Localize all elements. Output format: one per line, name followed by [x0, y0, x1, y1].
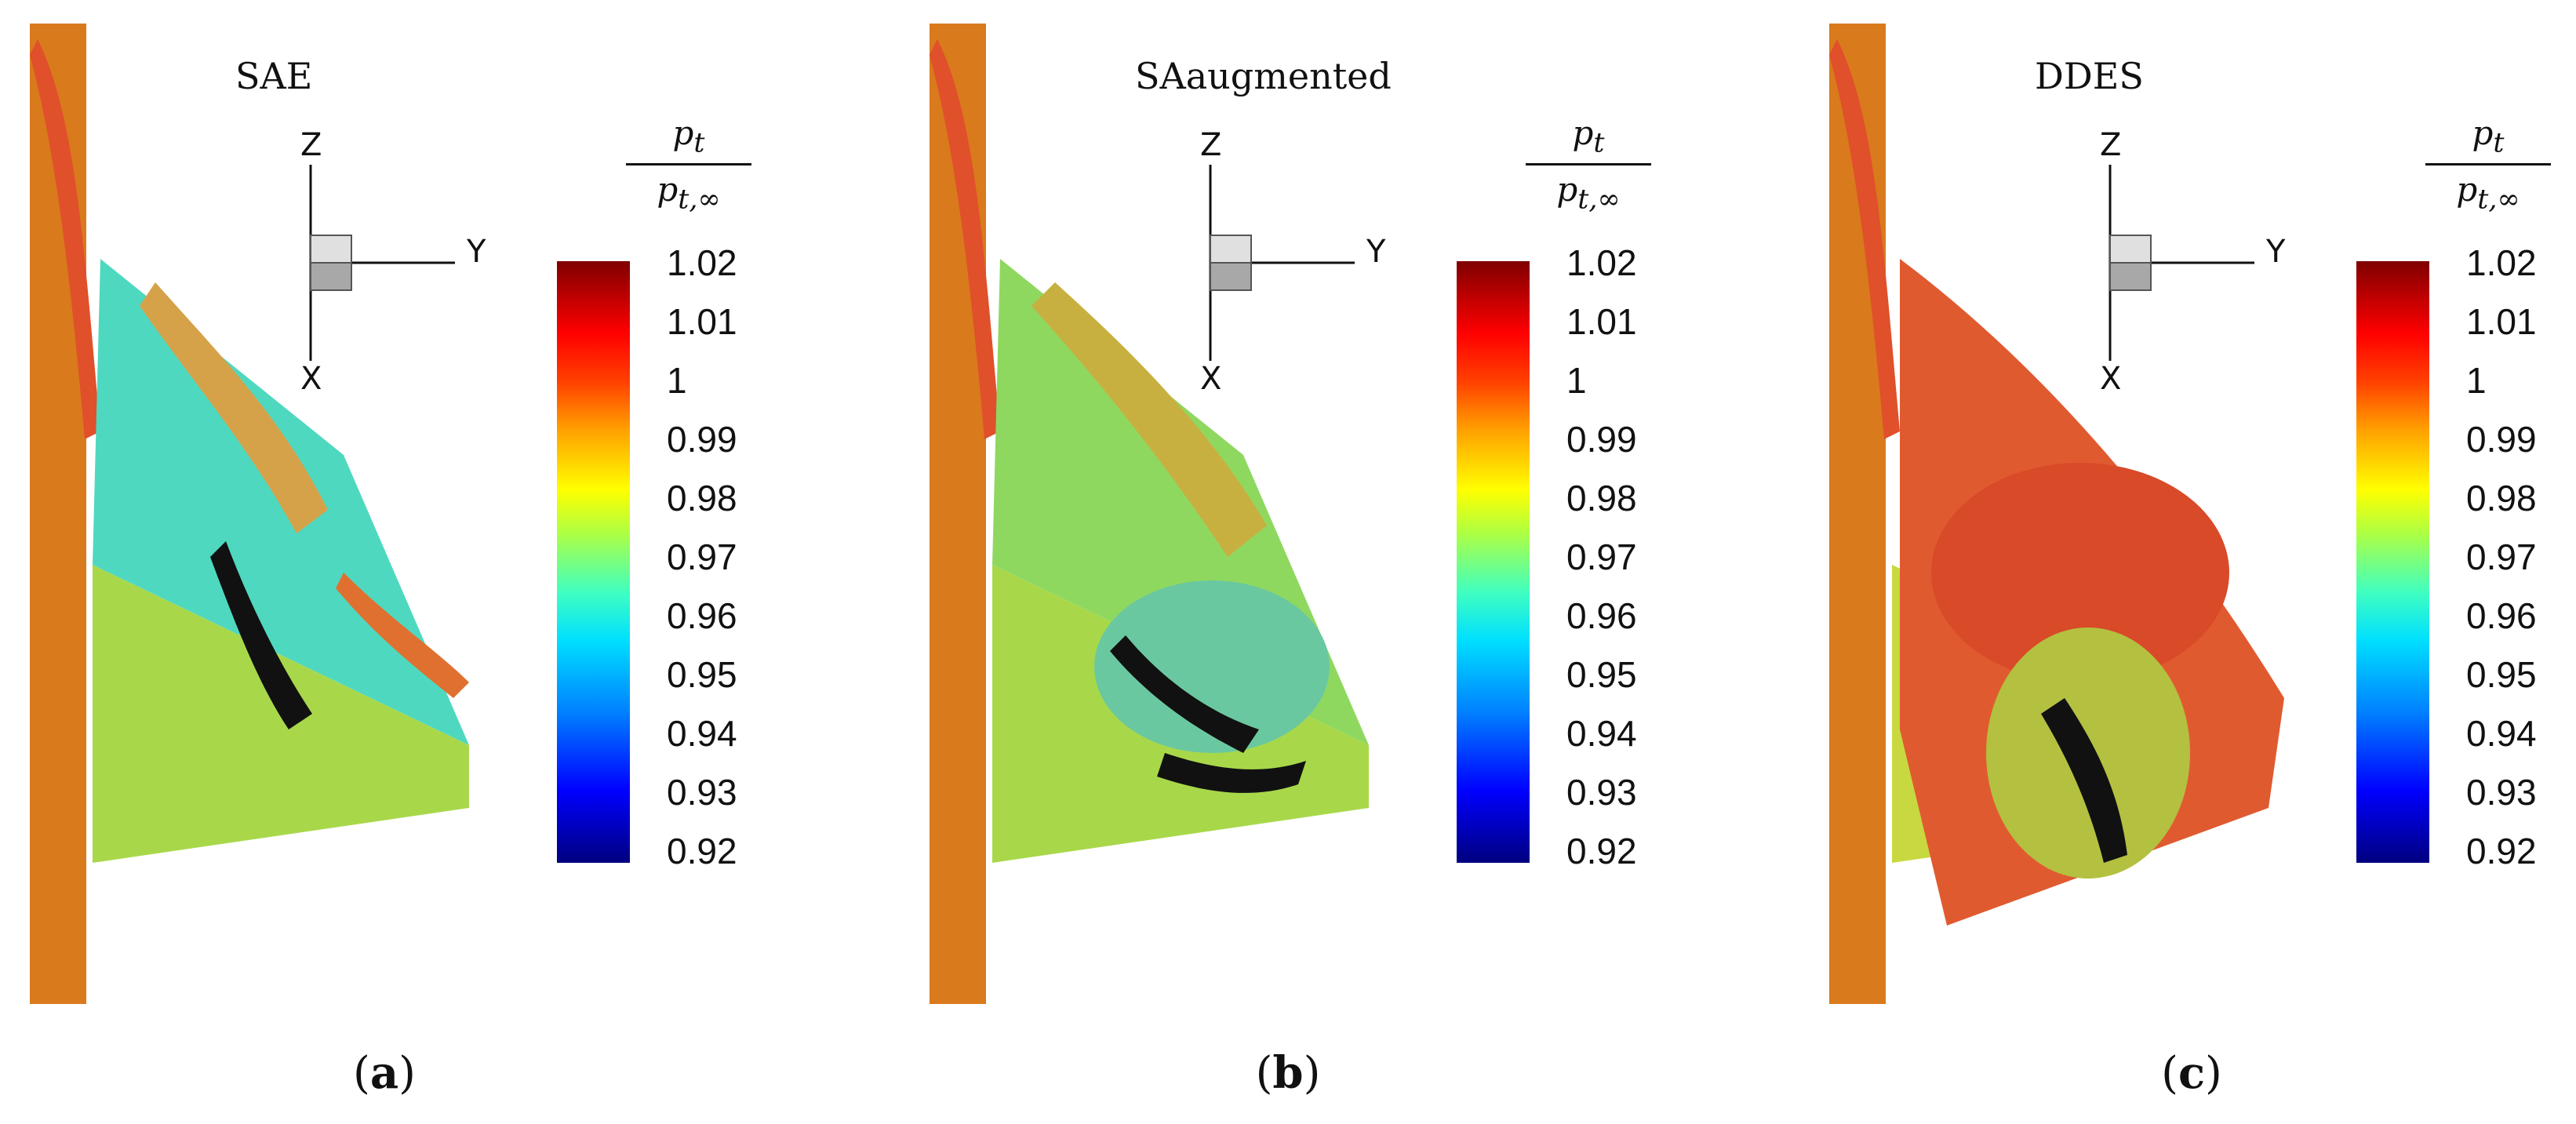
colorbar-tick: 0.93 [2466, 772, 2537, 813]
colorbar-tick: 0.98 [1566, 478, 1637, 518]
axis-triad: Z Y X [1182, 118, 1386, 400]
colorbar-tick: 0.94 [667, 713, 737, 754]
colorbar-tick: 0.95 [1566, 654, 1637, 695]
panel-title: SAE [235, 55, 313, 97]
colorbar-tick: 0.99 [1566, 419, 1637, 460]
colorbar-ticks: 1.02 1.01 1 0.99 0.98 0.97 0.96 0.95 0.9… [667, 245, 824, 872]
colorbar-tick: 1 [667, 360, 687, 401]
panel-a: SAE Z Y X pt pt,∞ 1.02 1.01 1 0.99 0.98 … [0, 0, 858, 1124]
axis-x-label: X [1200, 361, 1222, 397]
axis-y-label: Y [2266, 234, 2286, 270]
colorbar-tick: 1.01 [1566, 301, 1637, 342]
axis-x-label: X [300, 361, 322, 397]
colorbar-tick: 0.93 [667, 772, 737, 813]
colorbar-tick: 0.98 [667, 478, 737, 518]
colorbar-tick: 0.96 [667, 595, 737, 636]
colorbar-tick: 0.94 [2466, 713, 2537, 754]
panel-b: SAaugmented Z Y X pt pt,∞ 1.02 1.01 1 0.… [900, 0, 1758, 1124]
colorbar-tick: 0.99 [2466, 419, 2537, 460]
axis-x-label: X [2100, 361, 2122, 397]
colorbar-tick: 0.93 [1566, 772, 1637, 813]
colorbar-tick: 0.97 [1566, 537, 1637, 577]
colorbar-tick: 0.96 [1566, 595, 1637, 636]
colorbar-tick: 1.02 [1566, 242, 1637, 283]
colorbar-tick: 0.95 [667, 654, 737, 695]
colorbar [1457, 261, 1530, 863]
colorbar-tick: 0.92 [2466, 831, 2537, 871]
colorbar-tick: 0.97 [2466, 537, 2537, 577]
colorbar-tick: 0.94 [1566, 713, 1637, 754]
colorbar-tick: 1 [2466, 360, 2487, 401]
colorbar-title: pt pt,∞ [2425, 114, 2551, 216]
colorbar-tick: 1.02 [2466, 242, 2537, 283]
colorbar-tick: 1.02 [667, 242, 737, 283]
flow-visualization [30, 24, 532, 1004]
colorbar-title: pt pt,∞ [1526, 114, 1651, 216]
axis-triad: Z Y X [282, 118, 486, 400]
colorbar-tick: 0.95 [2466, 654, 2537, 695]
colorbar-tick: 1.01 [2466, 301, 2537, 342]
subfigure-label: (c) [2161, 1047, 2222, 1099]
colorbar-tick: 0.98 [2466, 478, 2537, 518]
axis-z-label: Z [1200, 127, 1222, 163]
axis-y-label: Y [1366, 234, 1386, 270]
colorbar-tick: 0.97 [667, 537, 737, 577]
colorbar-tick: 0.96 [2466, 595, 2537, 636]
axis-z-label: Z [2100, 127, 2122, 163]
subfigure-label: (b) [1255, 1047, 1321, 1099]
colorbar-title: pt pt,∞ [626, 114, 751, 216]
colorbar [2356, 261, 2429, 863]
axis-triad: Z Y X [2082, 118, 2286, 400]
panel-c: DDES Z Y X pt pt,∞ 1.02 1.01 1 0.99 0.98… [1799, 0, 2576, 1124]
flow-visualization [930, 24, 1432, 1004]
colorbar-tick: 0.99 [667, 419, 737, 460]
subfigure-label: (a) [352, 1047, 416, 1099]
panel-title: SAaugmented [1135, 55, 1392, 97]
colorbar-tick: 0.92 [667, 831, 737, 871]
colorbar-tick: 1 [1566, 360, 1587, 401]
axis-z-label: Z [300, 127, 322, 163]
colorbar-ticks: 1.02 1.01 1 0.99 0.98 0.97 0.96 0.95 0.9… [2466, 245, 2576, 872]
axis-y-label: Y [467, 234, 486, 270]
colorbar-tick: 1.01 [667, 301, 737, 342]
colorbar [557, 261, 630, 863]
colorbar-tick: 0.92 [1566, 831, 1637, 871]
panel-title: DDES [2035, 55, 2144, 97]
colorbar-ticks: 1.02 1.01 1 0.99 0.98 0.97 0.96 0.95 0.9… [1566, 245, 1723, 872]
flow-visualization [1829, 24, 2331, 1004]
